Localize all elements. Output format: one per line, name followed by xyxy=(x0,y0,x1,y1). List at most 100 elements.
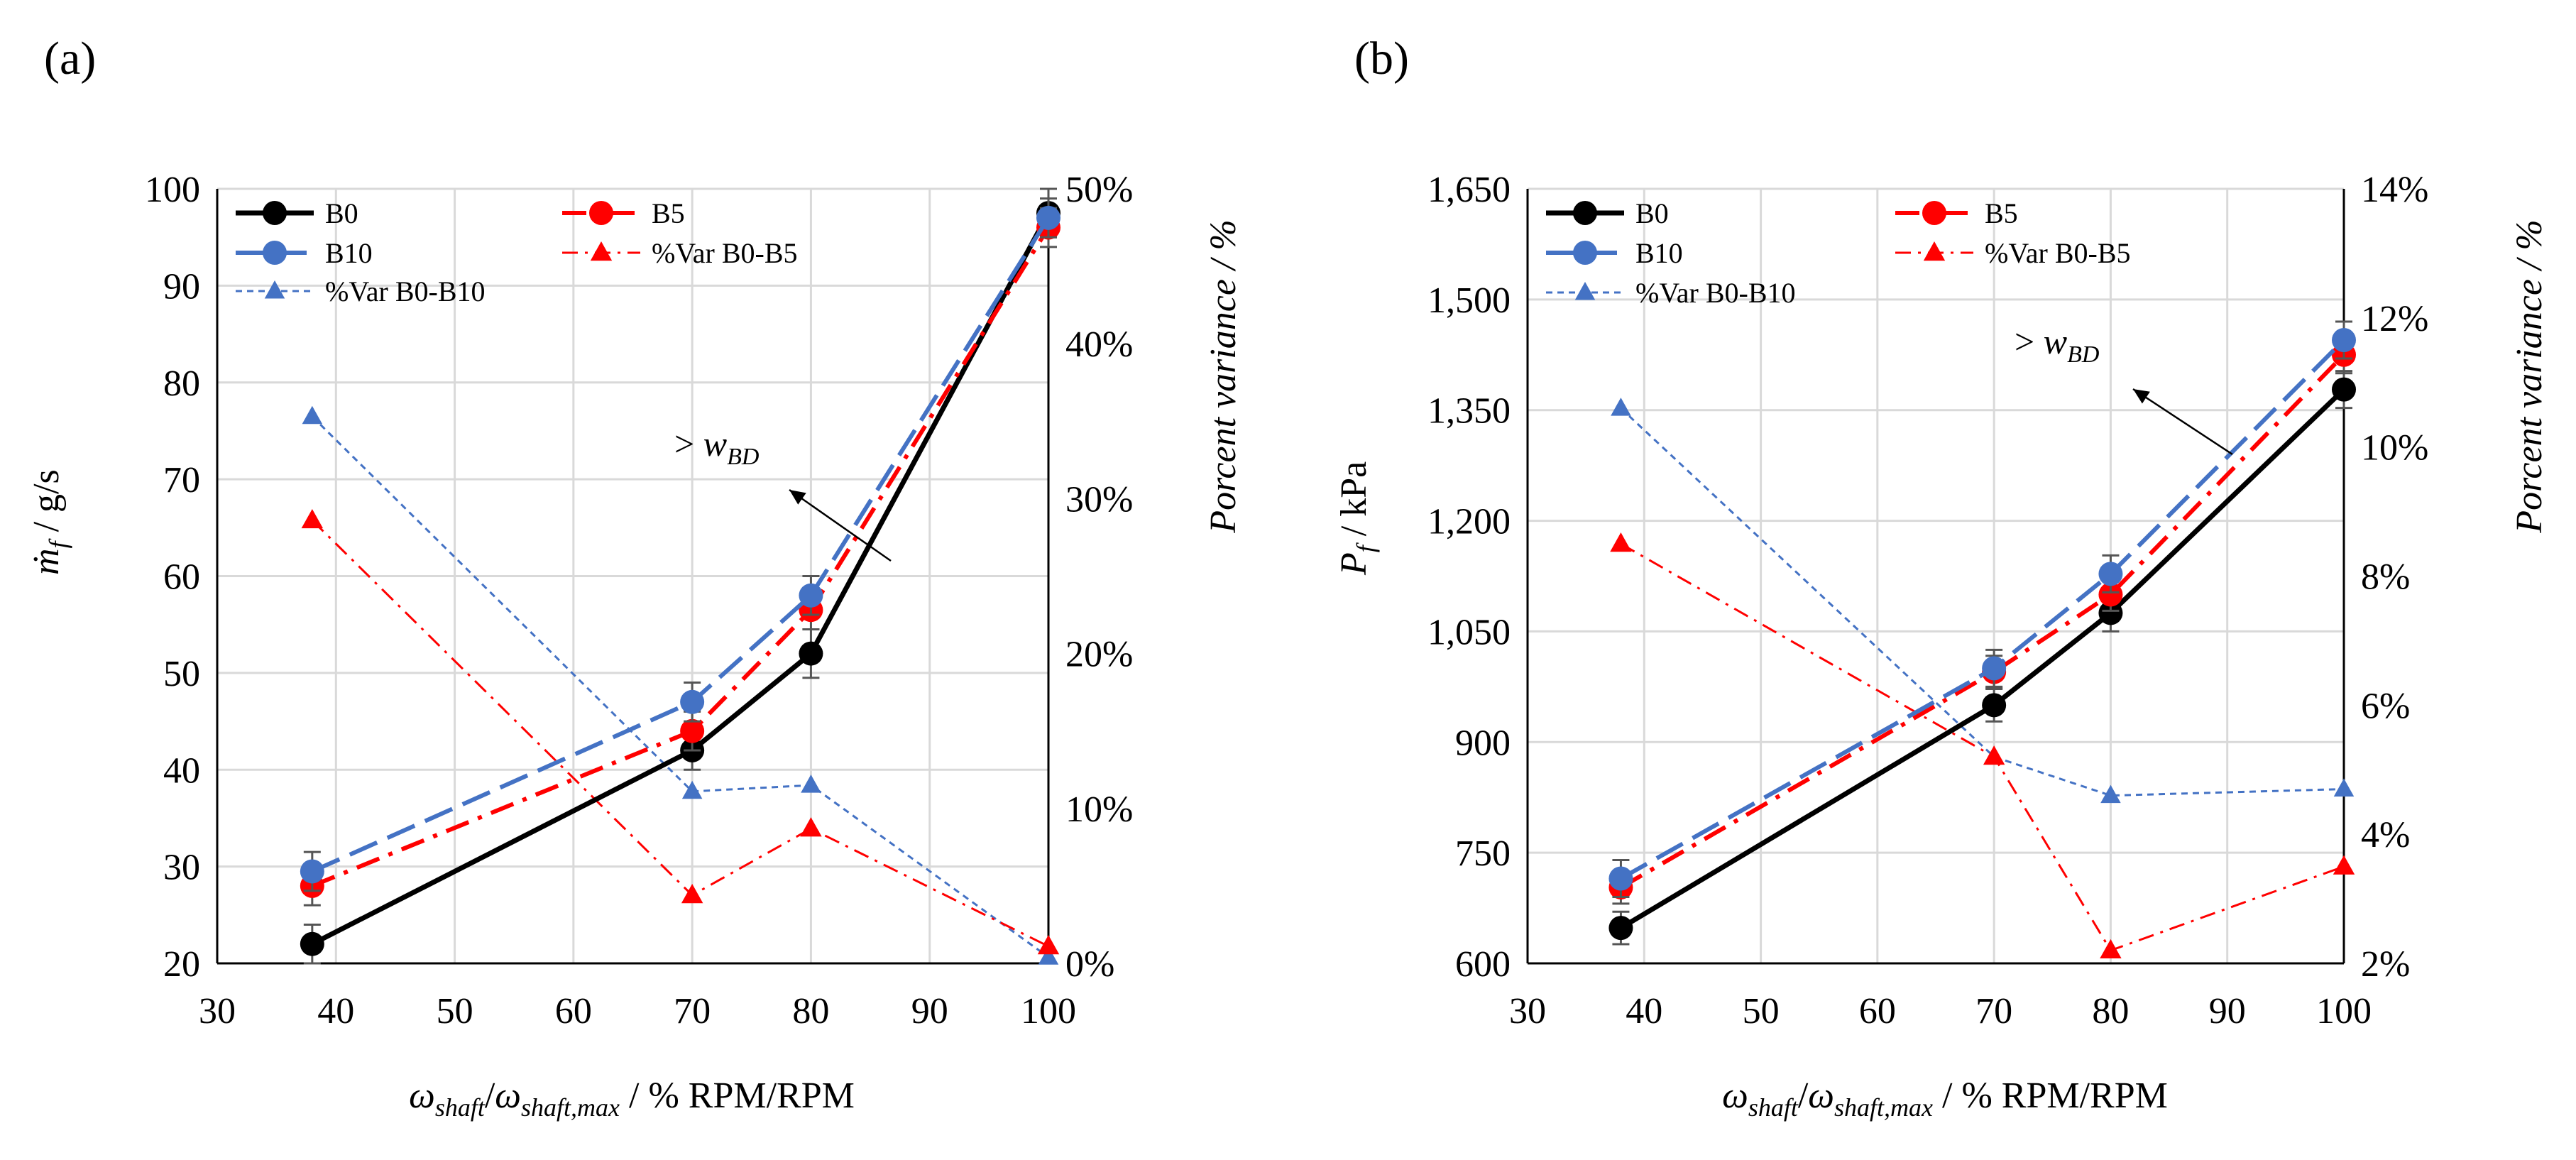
y-tick-label: 1,500 xyxy=(1427,280,1511,321)
series-line xyxy=(1620,542,2345,952)
data-point xyxy=(1037,934,1060,955)
data-point xyxy=(300,859,324,884)
data-point xyxy=(800,817,822,837)
x-tick-label: 100 xyxy=(1021,991,1076,1032)
y-tick-label: 1,050 xyxy=(1427,612,1511,652)
series-line xyxy=(1619,353,2346,890)
data-point xyxy=(1608,916,1633,941)
series-line xyxy=(311,217,1051,874)
legend-item: %Var B0-B10 xyxy=(1546,277,1796,309)
y2-tick-label: 40% xyxy=(1065,324,1133,365)
legend-marker xyxy=(1574,282,1596,300)
x-tick-label: 80 xyxy=(2092,991,2129,1032)
data-point xyxy=(680,718,705,743)
legend-marker xyxy=(1573,201,1597,225)
data-point xyxy=(1036,205,1060,230)
y-tick-label: 60 xyxy=(163,557,200,598)
series-b5 xyxy=(300,207,1060,907)
y2-axis-label: Porcent variance / % xyxy=(2509,219,2550,533)
x-tick-label: 50 xyxy=(1743,991,1780,1032)
series--var-b0-b5 xyxy=(1610,532,2355,959)
legend-marker xyxy=(1923,241,1946,261)
legend-label: %Var B0-B5 xyxy=(1985,237,2131,269)
legend-item: B5 xyxy=(562,197,685,229)
data-point xyxy=(2333,855,2355,875)
y-tick-label: 600 xyxy=(1455,944,1511,985)
legend-label: %Var B0-B10 xyxy=(1635,277,1796,309)
data-point xyxy=(301,508,324,529)
data-point xyxy=(1982,693,2007,718)
data-point xyxy=(1982,656,2007,681)
x-tick-label: 60 xyxy=(555,991,592,1032)
series--var-b0-b5 xyxy=(301,508,1060,955)
data-point xyxy=(2332,377,2356,402)
legend-label: %Var B0-B10 xyxy=(325,275,486,307)
data-point xyxy=(1983,745,2005,765)
legend-label: B0 xyxy=(1635,197,1669,229)
legend-marker xyxy=(1922,201,1946,225)
series-b0 xyxy=(300,187,1060,965)
y2-tick-label: 2% xyxy=(2361,944,2410,985)
y2-tick-label: 4% xyxy=(2361,815,2410,855)
y-tick-label: 40 xyxy=(163,750,200,791)
legend-item: B10 xyxy=(1546,237,1683,269)
x-tick-label: 30 xyxy=(199,991,236,1032)
legend-label: %Var B0-B5 xyxy=(652,237,798,269)
data-point xyxy=(1608,866,1633,891)
y2-tick-label: 14% xyxy=(2361,170,2428,210)
y-tick-label: 50 xyxy=(163,654,200,694)
y-tick-label: 1,650 xyxy=(1427,170,1511,210)
arrow-shaft xyxy=(789,488,892,562)
x-tick-label: 70 xyxy=(674,991,711,1032)
series--var-b0-b10 xyxy=(302,405,1059,965)
arrow-head xyxy=(2133,389,2150,404)
y-tick-label: 90 xyxy=(163,266,200,307)
y-axis-label: Pf / kPa xyxy=(1334,461,1380,576)
legend: B0 B5 B10 %Var B0-B5 %Var B0-B10 xyxy=(236,197,798,307)
panel-label: (a) xyxy=(44,33,96,84)
y2-tick-label: 8% xyxy=(2361,557,2410,598)
legend-label: B10 xyxy=(325,237,373,269)
data-point xyxy=(2332,328,2356,353)
x-tick-label: 40 xyxy=(317,991,354,1032)
panel-label: (b) xyxy=(1354,33,1409,84)
x-tick-label: 50 xyxy=(437,991,473,1032)
arrow-head xyxy=(789,490,806,505)
y2-tick-label: 50% xyxy=(1065,170,1133,210)
x-axis-label: ωshaft/ωshaft,max / % RPM/RPM xyxy=(1722,1076,2168,1122)
data-point xyxy=(799,583,823,608)
y-tick-label: 80 xyxy=(163,363,200,404)
series-b10 xyxy=(300,197,1060,892)
y2-axis-label: Porcent variance / % xyxy=(1203,219,1244,533)
legend-item: %Var B0-B10 xyxy=(236,275,486,307)
data-point xyxy=(801,775,821,793)
data-point xyxy=(1038,946,1059,965)
y-tick-label: 70 xyxy=(163,460,200,500)
x-tick-label: 80 xyxy=(792,991,829,1032)
legend-item: B0 xyxy=(1546,197,1669,229)
y2-tick-label: 20% xyxy=(1065,635,1133,675)
series-line xyxy=(1619,388,2346,931)
annotation-label: > wBD xyxy=(674,424,760,470)
panel-b: (b) 30 40 50 60 70 80 90 100 600 750 900 1,050 1,200 1… xyxy=(1334,33,2550,1122)
data-point xyxy=(2098,562,2123,586)
y-tick-label: 750 xyxy=(1455,833,1511,874)
data-point xyxy=(1610,532,1632,552)
legend-marker xyxy=(263,201,287,225)
data-point xyxy=(799,641,823,666)
series-line xyxy=(311,519,1049,948)
y-tick-label: 20 xyxy=(163,944,200,985)
data-point xyxy=(2100,939,2122,959)
legend-item: %Var B0-B5 xyxy=(562,237,798,269)
y-tick-label: 1,200 xyxy=(1427,502,1511,542)
y2-tick-label: 12% xyxy=(2361,299,2428,339)
y2-tick-label: 10% xyxy=(2361,428,2428,469)
annotation-arrow xyxy=(789,488,892,562)
legend-marker xyxy=(590,241,613,261)
legend: B0 B5 B10 %Var B0-B5 %Var B0-B10 xyxy=(1546,197,2131,309)
y-tick-label: 900 xyxy=(1455,723,1511,763)
data-point xyxy=(680,689,705,714)
series-b10 xyxy=(1608,320,2356,898)
legend-label: B10 xyxy=(1635,237,1683,269)
